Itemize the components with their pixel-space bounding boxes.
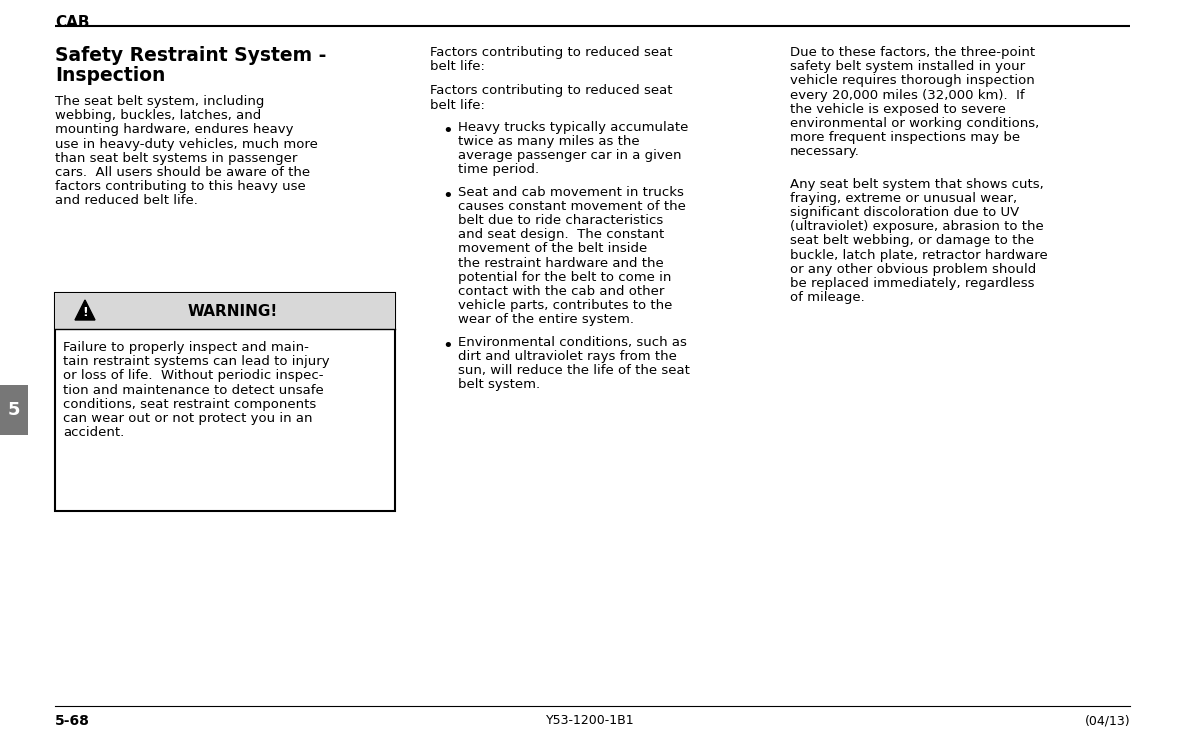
Text: belt due to ride characteristics: belt due to ride characteristics [458,214,664,227]
Text: of mileage.: of mileage. [790,291,864,305]
Text: necessary.: necessary. [790,146,860,158]
Text: Safety Restraint System -: Safety Restraint System - [56,46,326,65]
Text: use in heavy-duty vehicles, much more: use in heavy-duty vehicles, much more [56,138,318,151]
Bar [0,385,28,435]
Text: more frequent inspections may be: more frequent inspections may be [790,131,1020,144]
Text: CAB: CAB [56,15,90,30]
Text: seat belt webbing, or damage to the: seat belt webbing, or damage to the [790,234,1035,247]
Text: Y53-1200-1B1: Y53-1200-1B1 [546,714,634,727]
Text: tion and maintenance to detect unsafe: tion and maintenance to detect unsafe [63,384,324,397]
Text: buckle, latch plate, retractor hardware: buckle, latch plate, retractor hardware [790,249,1048,261]
Text: every 20,000 miles (32,000 km).  If: every 20,000 miles (32,000 km). If [790,89,1025,102]
Text: Seat and cab movement in trucks: Seat and cab movement in trucks [458,186,684,198]
Text: Heavy trucks typically accumulate: Heavy trucks typically accumulate [458,121,689,134]
Text: conditions, seat restraint components: conditions, seat restraint components [63,397,317,411]
Text: causes constant movement of the: causes constant movement of the [458,200,686,213]
Text: the restraint hardware and the: the restraint hardware and the [458,257,664,269]
Text: !: ! [83,306,87,319]
Text: or loss of life.  Without periodic inspec-: or loss of life. Without periodic inspec… [63,370,324,382]
Polygon shape [76,300,94,320]
Text: Factors contributing to reduced seat: Factors contributing to reduced seat [430,46,672,59]
Text: twice as many miles as the: twice as many miles as the [458,135,640,148]
Text: WARNING!: WARNING! [188,304,278,318]
Bar [56,293,394,511]
Text: webbing, buckles, latches, and: webbing, buckles, latches, and [56,109,261,122]
Text: be replaced immediately, regardless: be replaced immediately, regardless [790,277,1035,290]
Text: mounting hardware, endures heavy: mounting hardware, endures heavy [56,124,294,136]
Text: environmental or working conditions,: environmental or working conditions, [790,117,1039,130]
Text: belt system.: belt system. [458,378,540,391]
Text: wear of the entire system.: wear of the entire system. [458,313,634,326]
Text: dirt and ultraviolet rays from the: dirt and ultraviolet rays from the [458,350,677,363]
Text: than seat belt systems in passenger: than seat belt systems in passenger [56,152,298,165]
Text: The seat belt system, including: The seat belt system, including [56,95,265,108]
Text: can wear out or not protect you in an: can wear out or not protect you in an [63,412,313,425]
Text: •: • [442,122,452,140]
Text: contact with the cab and other: contact with the cab and other [458,285,665,298]
Text: and reduced belt life.: and reduced belt life. [56,195,198,207]
Text: Due to these factors, the three-point: Due to these factors, the three-point [790,46,1035,59]
Text: Any seat belt system that shows cuts,: Any seat belt system that shows cuts, [790,178,1044,190]
Text: fraying, extreme or unusual wear,: fraying, extreme or unusual wear, [790,192,1017,205]
Text: sun, will reduce the life of the seat: sun, will reduce the life of the seat [458,364,690,377]
Text: vehicle requires thorough inspection: vehicle requires thorough inspection [790,75,1035,87]
Text: vehicle parts, contributes to the: vehicle parts, contributes to the [458,299,672,313]
Text: belt life:: belt life: [430,99,485,111]
Text: cars.  All users should be aware of the: cars. All users should be aware of the [56,166,311,179]
Text: potential for the belt to come in: potential for the belt to come in [458,271,671,284]
Bar [56,293,394,329]
Text: average passenger car in a given: average passenger car in a given [458,149,681,163]
Text: 5: 5 [8,401,20,419]
Text: safety belt system installed in your: safety belt system installed in your [790,60,1025,73]
Text: accident.: accident. [63,426,124,439]
Text: •: • [442,337,452,354]
Text: and seat design.  The constant: and seat design. The constant [458,228,664,242]
Text: or any other obvious problem should: or any other obvious problem should [790,263,1036,276]
Text: tain restraint systems can lead to injury: tain restraint systems can lead to injur… [63,355,329,368]
Text: Failure to properly inspect and main-: Failure to properly inspect and main- [63,341,309,354]
Text: the vehicle is exposed to severe: the vehicle is exposed to severe [790,102,1006,116]
Text: belt life:: belt life: [430,60,485,73]
Text: Inspection: Inspection [56,66,165,85]
Text: significant discoloration due to UV: significant discoloration due to UV [790,206,1019,219]
Text: time period.: time period. [458,163,539,176]
Text: •: • [442,187,452,205]
Text: (ultraviolet) exposure, abrasion to the: (ultraviolet) exposure, abrasion to the [790,220,1044,234]
Text: 5-68: 5-68 [56,714,90,728]
Text: movement of the belt inside: movement of the belt inside [458,242,647,255]
Text: Environmental conditions, such as: Environmental conditions, such as [458,335,687,348]
Text: factors contributing to this heavy use: factors contributing to this heavy use [56,180,306,193]
Text: Factors contributing to reduced seat: Factors contributing to reduced seat [430,84,672,97]
Text: (04/13): (04/13) [1084,714,1130,727]
